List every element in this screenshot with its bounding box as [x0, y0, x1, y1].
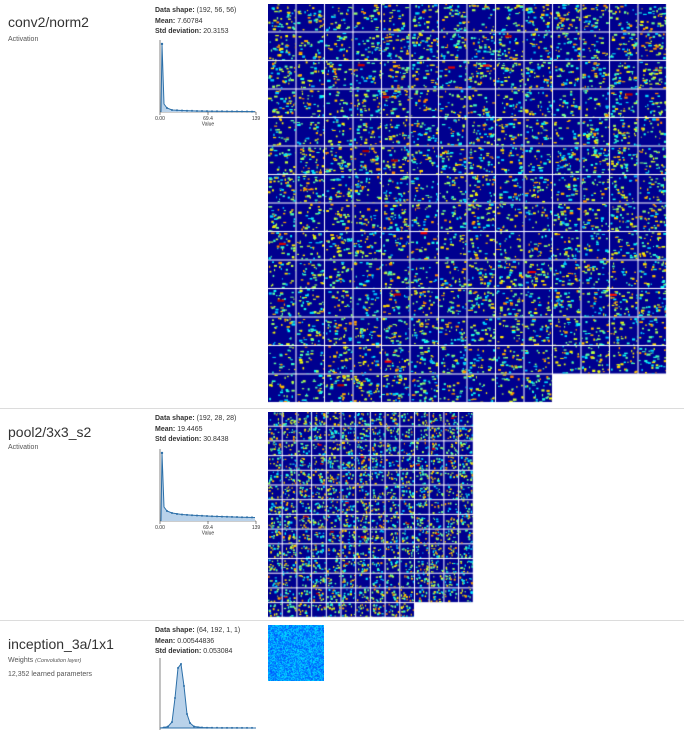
mean-value: 0.00544836	[177, 637, 215, 645]
row-divider	[0, 408, 684, 409]
layer-type: Activation	[8, 444, 39, 451]
value-histogram: 0.00 69.4 139 Value	[155, 40, 261, 128]
layer-type-note: (Convolution layer)	[35, 658, 82, 664]
x-tick-min: 0.00	[155, 525, 165, 531]
data-shape-value: (192, 28, 28)	[196, 415, 237, 422]
std-value: 30.8438	[203, 436, 229, 443]
mean-value: 19.4465	[177, 425, 203, 433]
x-tick-max: 139	[252, 525, 261, 531]
weights-histogram	[159, 658, 257, 730]
x-tick-mid: 69.4	[203, 116, 213, 122]
activation-grid	[268, 412, 474, 618]
x-tick-max: 139	[252, 116, 261, 122]
mean-value: 7.60784	[177, 17, 203, 25]
std-value: 0.053084	[203, 648, 233, 655]
x-axis-label: Value	[202, 122, 215, 128]
x-tick-mid: 69.4	[203, 525, 213, 531]
x-tick-min: 0.00	[155, 116, 165, 122]
x-axis-label: Value	[202, 531, 215, 537]
layer-type: Activation	[8, 36, 39, 43]
std-value: 20.3153	[203, 28, 229, 35]
activation-grid	[268, 4, 668, 404]
layer-stats: Data shape: (64, 192, 1, 1) Mean: 0.0054…	[155, 627, 241, 655]
value-histogram: 0.00 69.4 139 Value	[155, 449, 261, 537]
layer-name: conv2/norm2	[8, 14, 89, 30]
layer-type: Weights (Convolution layer)	[8, 657, 82, 664]
data-shape-value: (64, 192, 1, 1)	[196, 627, 241, 634]
layer-name: pool2/3x3_s2	[8, 424, 92, 440]
weights-grid	[268, 625, 324, 681]
layer-stats: Data shape: (192, 28, 28) Mean: 19.4465 …	[155, 415, 237, 443]
row-divider	[0, 620, 684, 621]
data-shape-value: (192, 56, 56)	[196, 7, 237, 14]
learned-parameters: 12,352 learned parameters	[8, 671, 93, 678]
layer-stats: Data shape: (192, 56, 56) Mean: 7.60784 …	[155, 7, 237, 35]
layer-name: inception_3a/1x1	[8, 636, 114, 652]
